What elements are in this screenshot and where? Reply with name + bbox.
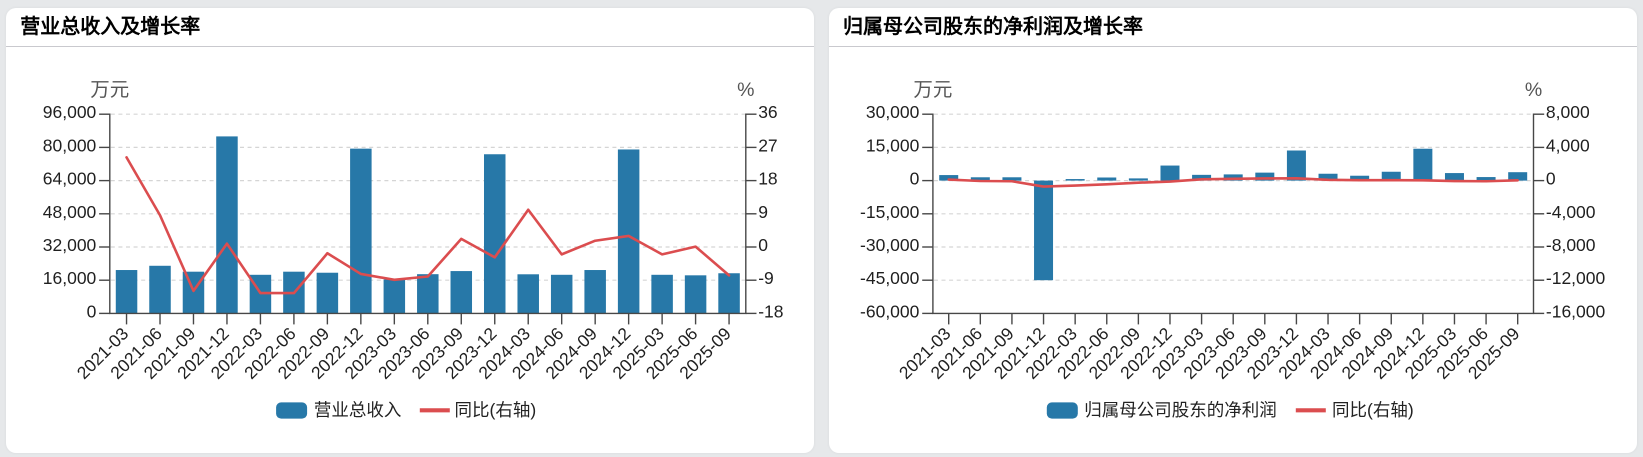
svg-text:9: 9 — [758, 202, 768, 222]
svg-text:-12,000: -12,000 — [1546, 268, 1606, 288]
svg-text:16,000: 16,000 — [43, 268, 97, 288]
svg-text:8,000: 8,000 — [1546, 102, 1590, 122]
svg-text:-18: -18 — [758, 301, 783, 321]
svg-text:0: 0 — [758, 235, 768, 255]
svg-text:万元: 万元 — [913, 79, 952, 101]
svg-text:32,000: 32,000 — [43, 235, 97, 255]
svg-text:27: 27 — [758, 135, 777, 155]
svg-text:96,000: 96,000 — [43, 102, 97, 122]
svg-text:0: 0 — [87, 301, 97, 321]
svg-text:4,000: 4,000 — [1546, 135, 1590, 155]
svg-text:同比(右轴): 同比(右轴) — [455, 400, 537, 420]
svg-text:-45,000: -45,000 — [860, 268, 920, 288]
svg-text:0: 0 — [910, 169, 920, 189]
svg-text:0: 0 — [1546, 169, 1556, 189]
svg-text:80,000: 80,000 — [43, 135, 97, 155]
svg-text:-30,000: -30,000 — [860, 235, 920, 255]
svg-text:-4,000: -4,000 — [1546, 202, 1596, 222]
svg-text:-9: -9 — [758, 268, 774, 288]
svg-text:64,000: 64,000 — [43, 169, 97, 189]
svg-text:18: 18 — [758, 169, 777, 189]
svg-text:-8,000: -8,000 — [1546, 235, 1596, 255]
svg-text:%: % — [1525, 79, 1542, 101]
svg-text:-60,000: -60,000 — [860, 301, 920, 321]
svg-text:万元: 万元 — [90, 79, 129, 101]
svg-text:15,000: 15,000 — [866, 135, 920, 155]
svg-text:48,000: 48,000 — [43, 202, 97, 222]
svg-text:30,000: 30,000 — [866, 102, 920, 122]
svg-text:36: 36 — [758, 102, 777, 122]
svg-text:%: % — [737, 79, 754, 101]
svg-text:-16,000: -16,000 — [1546, 301, 1606, 321]
svg-text:-15,000: -15,000 — [860, 202, 920, 222]
svg-text:归属母公司股东的净利润: 归属母公司股东的净利润 — [1084, 400, 1277, 420]
svg-text:同比(右轴): 同比(右轴) — [1332, 400, 1414, 420]
svg-text:营业总收入: 营业总收入 — [314, 400, 402, 420]
